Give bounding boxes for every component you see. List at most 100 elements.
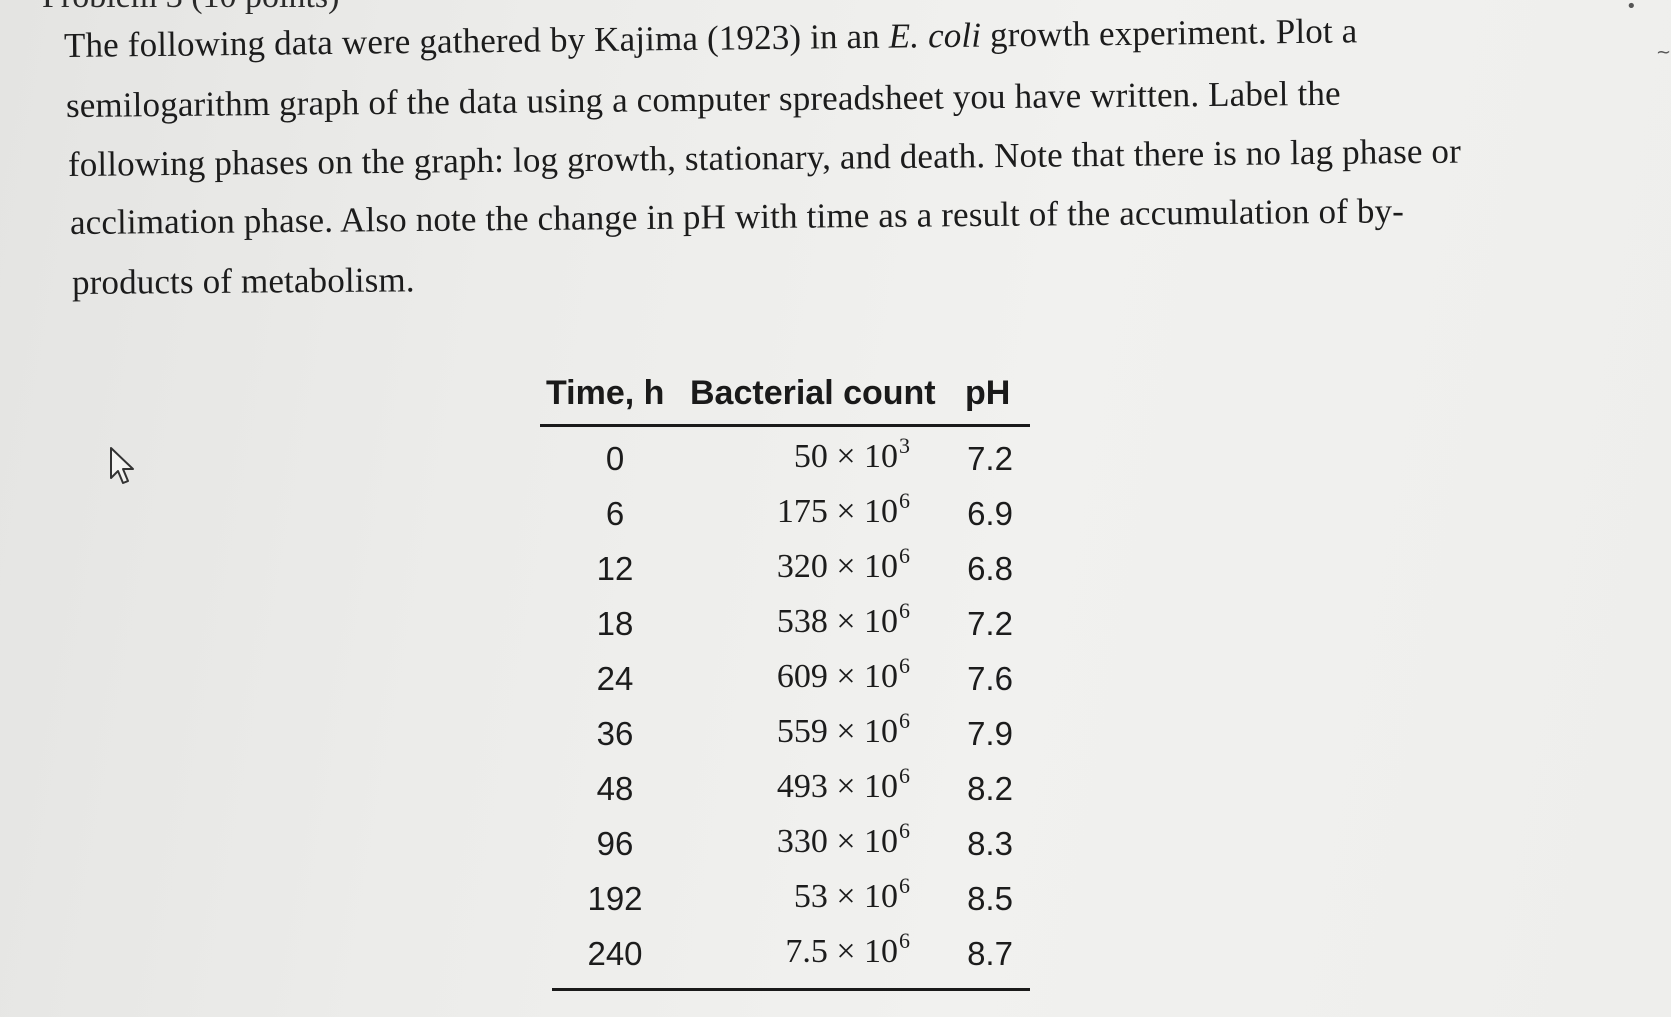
cell-bacterial-count: 609 × 106: [670, 653, 910, 696]
count-mantissa: 50: [793, 438, 828, 475]
count-base: 10: [864, 493, 898, 530]
count-exponent: 6: [899, 653, 910, 678]
cell-time: 48: [596, 770, 634, 807]
paragraph-line-2: semilogarithm graph of the data using a …: [65, 73, 1341, 125]
count-base: 10: [864, 603, 898, 640]
cell-time: 36: [596, 715, 634, 752]
cell-bacterial-count: 320 × 106: [670, 543, 910, 586]
times-sign: ×: [836, 713, 856, 750]
cell-bacterial-count: 493 × 106: [670, 763, 910, 806]
cell-ph: 7.9: [967, 715, 1013, 752]
cell-time: 24: [596, 660, 634, 697]
header-ph: pH: [965, 374, 1011, 412]
times-sign: ×: [836, 603, 856, 640]
problem-heading: Problem 3 (10 points): [42, 0, 339, 16]
count-mantissa: 320: [776, 548, 828, 585]
edge-dot-mark: •: [1626, 0, 1637, 17]
count-exponent: 6: [899, 873, 910, 898]
count-exponent: 3: [899, 433, 910, 458]
times-sign: ×: [836, 438, 856, 475]
times-sign: ×: [836, 933, 856, 970]
count-base: 10: [864, 768, 898, 805]
organism-name: E. coli: [888, 15, 982, 56]
cell-time: 6: [605, 495, 625, 532]
cell-bacterial-count: 175 × 106: [670, 488, 910, 531]
cell-ph: 8.7: [967, 935, 1013, 972]
cell-ph: 8.2: [967, 770, 1013, 807]
cell-time: 96: [596, 825, 634, 862]
times-sign: ×: [836, 878, 856, 915]
table-row: 0 50 × 103 7.2: [540, 433, 1030, 489]
cell-bacterial-count: 330 × 106: [670, 818, 910, 861]
cell-time: 12: [596, 550, 634, 587]
count-base: 10: [864, 713, 898, 750]
count-exponent: 6: [899, 488, 910, 513]
cell-ph: 6.9: [967, 495, 1013, 532]
table-row: 18 538 × 106 7.2: [540, 598, 1030, 654]
count-base: 10: [864, 823, 898, 860]
table-row: 192 53 × 106 8.5: [540, 873, 1030, 929]
cell-time: 240: [587, 935, 643, 972]
mouse-pointer-arrow-icon: [110, 447, 134, 484]
times-sign: ×: [836, 548, 856, 585]
problem-statement: The following data were gathered by Kaji…: [0, 0, 1671, 320]
count-exponent: 6: [899, 818, 910, 843]
count-base: 10: [864, 878, 898, 915]
count-mantissa: 609: [776, 658, 828, 695]
table-row: 48 493 × 106 8.2: [540, 763, 1030, 819]
table-row: 12 320 × 106 6.8: [540, 543, 1030, 599]
growth-data-table: Time, h Bacterial count pH 0 50 × 103 7.2 6…: [540, 364, 1030, 991]
paragraph-line-5: products of metabolism.: [71, 260, 415, 302]
cell-bacterial-count: 559 × 106: [670, 708, 910, 751]
count-exponent: 6: [899, 763, 910, 788]
cell-time: 192: [587, 880, 643, 917]
cell-bacterial-count: 7.5 × 106: [670, 928, 910, 971]
count-mantissa: 559: [776, 713, 828, 750]
paragraph-line-3: following phases on the graph: log growt…: [67, 131, 1462, 184]
count-base: 10: [864, 548, 898, 585]
table-bottom-rule: [552, 988, 1030, 991]
paragraph-line-1: The following data were gathered by Kaji…: [64, 11, 1358, 66]
count-mantissa: 7.5: [785, 933, 828, 970]
table-header: Time, h Bacterial count pH: [540, 364, 1030, 420]
table-body: 0 50 × 103 7.2 6 175 × 106 6.9 12 320 × 106 6.8 1…: [540, 433, 1030, 984]
cell-ph: 7.2: [967, 605, 1013, 642]
header-time: Time, h: [546, 374, 665, 412]
edge-tilde-mark: ~: [1656, 42, 1671, 63]
table-row: 36 559 × 106 7.9: [540, 708, 1030, 764]
count-base: 10: [864, 658, 898, 695]
paragraph-line-1-start: The following data were gathered by Kaji…: [63, 16, 889, 65]
count-exponent: 6: [899, 598, 910, 623]
table-row: 24 609 × 106 7.6: [540, 653, 1030, 709]
count-base: 10: [864, 438, 898, 475]
cell-ph: 6.8: [967, 550, 1013, 587]
cell-time: 18: [596, 605, 634, 642]
times-sign: ×: [836, 823, 856, 860]
header-bacterial-count: Bacterial count: [690, 374, 936, 412]
table-row: 96 330 × 106 8.3: [540, 818, 1030, 874]
count-exponent: 6: [899, 543, 910, 568]
cell-ph: 8.3: [967, 825, 1013, 862]
count-mantissa: 175: [776, 493, 828, 530]
cell-bacterial-count: 50 × 103: [670, 433, 910, 476]
count-mantissa: 538: [776, 603, 828, 640]
cell-bacterial-count: 53 × 106: [670, 873, 910, 916]
count-base: 10: [864, 933, 898, 970]
cell-time: 0: [605, 440, 625, 477]
times-sign: ×: [836, 658, 856, 695]
table-row: 6 175 × 106 6.9: [540, 488, 1030, 544]
paragraph-line-1-end: growth experiment. Plot a: [980, 11, 1358, 55]
count-mantissa: 493: [776, 768, 828, 805]
times-sign: ×: [836, 768, 856, 805]
cell-ph: 7.2: [967, 440, 1013, 477]
count-exponent: 6: [899, 928, 910, 953]
paragraph-line-4: acclimation phase. Also note the change …: [69, 191, 1405, 242]
cell-ph: 8.5: [967, 880, 1013, 917]
table-top-rule: [540, 424, 1030, 427]
count-mantissa: 330: [776, 823, 828, 860]
cell-ph: 7.6: [967, 660, 1013, 697]
count-mantissa: 53: [793, 878, 828, 915]
times-sign: ×: [836, 493, 856, 530]
cell-bacterial-count: 538 × 106: [670, 598, 910, 641]
table-row: 240 7.5 × 106 8.7: [540, 928, 1030, 984]
